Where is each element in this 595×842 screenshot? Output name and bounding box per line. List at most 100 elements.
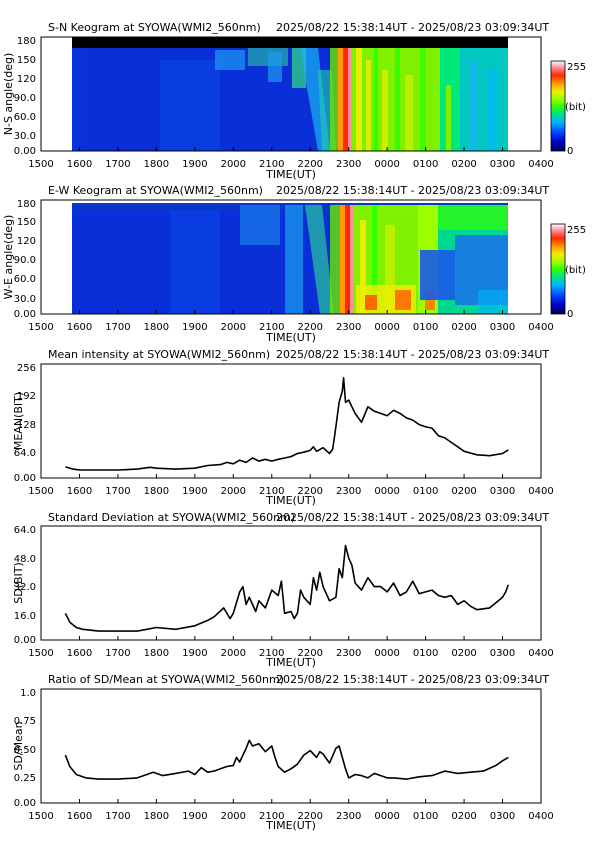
- colorbar-max-label: 255: [567, 225, 586, 236]
- mean-intensity-panel: Mean intensity at SYOWA(WMI2_560nm) 2025…: [12, 348, 554, 507]
- sd-ylabel: SD(BIT): [12, 562, 25, 604]
- ytick-label: 0.00: [14, 146, 36, 157]
- xtick-label: 2000: [221, 322, 246, 333]
- xtick-label: 1800: [144, 486, 169, 497]
- ytick-label: 30.0: [14, 294, 36, 305]
- sd-xlabel: TIME(UT): [265, 656, 316, 669]
- xtick-label: 1500: [28, 486, 53, 497]
- xtick-label: 1600: [67, 486, 92, 497]
- sn-keogram-panel: S-N Keogram at SYOWA(WMI2_560nm) 2025/08…: [2, 21, 586, 181]
- xtick-label: 0100: [413, 486, 438, 497]
- ratio-panel: Ratio of SD/Mean at SYOWA(WMI2_560nm) 20…: [12, 673, 554, 832]
- colorbar-max-label: 255: [567, 62, 586, 73]
- xtick-label: 1900: [182, 486, 207, 497]
- mean-xlabel: TIME(UT): [265, 494, 316, 507]
- ytick-label: 180: [17, 199, 36, 210]
- sd-time-range: 2025/08/22 15:38:14UT - 2025/08/23 03:09…: [276, 511, 549, 524]
- xtick-label: 0100: [413, 648, 438, 659]
- sd-xaxis: 1500 1600 1700 1800 1900 2000 2100 2200 2300 0000…: [28, 636, 554, 659]
- ew-keogram-time-range: 2025/08/22 15:38:14UT - 2025/08/23 03:09…: [276, 184, 549, 197]
- xtick-label: 0100: [413, 159, 438, 170]
- ratio-xaxis: 1500 1600 1700 1800 1900 2000 2100 2200 2300 0000…: [28, 799, 554, 822]
- ratio-xlabel: TIME(UT): [265, 819, 316, 832]
- xtick-label: 2300: [336, 159, 361, 170]
- xtick-label: 1600: [67, 648, 92, 659]
- ratio-time-range: 2025/08/22 15:38:14UT - 2025/08/23 03:09…: [276, 673, 549, 686]
- xtick-label: 1800: [144, 811, 169, 822]
- xtick-label: 0200: [451, 322, 476, 333]
- sn-keogram-image: [41, 37, 541, 151]
- xtick-label: 0000: [374, 486, 399, 497]
- sn-keogram-title: S-N Keogram at SYOWA(WMI2_560nm): [48, 21, 261, 34]
- colorbar-min-label: 0: [567, 146, 573, 157]
- sn-keogram-xaxis: 1500 1600 1700 1800 1900 2000 2100 2200 2300 0000…: [28, 147, 554, 170]
- xtick-label: 0300: [490, 811, 515, 822]
- mean-plot-frame: [40, 363, 542, 479]
- ytick-label: 90.0: [14, 255, 36, 266]
- xtick-label: 2100: [259, 159, 284, 170]
- xtick-label: 2200: [298, 648, 323, 659]
- ytick-label: 1.0: [20, 688, 36, 699]
- ew-keogram-xlabel: TIME(UT): [265, 331, 316, 344]
- xtick-label: 1700: [105, 648, 130, 659]
- mean-xaxis: 1500 1600 1700 1800 1900 2000 2100 2200 2300 0000…: [28, 474, 554, 497]
- xtick-label: 0400: [528, 648, 553, 659]
- colorbar-min-label: 0: [567, 309, 573, 320]
- ratio-plot-frame: [40, 688, 542, 804]
- mean-yticks: 0.00 64.0 128 192 256: [14, 363, 36, 484]
- ew-colorbar: 255 (bit) 0: [550, 223, 586, 320]
- xtick-label: 0300: [490, 486, 515, 497]
- xtick-label: 2000: [221, 811, 246, 822]
- xtick-label: 1500: [28, 811, 53, 822]
- xtick-label: 1700: [105, 811, 130, 822]
- sn-keogram-xlabel: TIME(UT): [265, 168, 316, 181]
- xtick-label: 0400: [528, 322, 553, 333]
- xtick-label: 2300: [336, 486, 361, 497]
- ytick-label: 0.00: [14, 309, 36, 320]
- xtick-label: 0100: [413, 322, 438, 333]
- ytick-label: 32.0: [14, 582, 36, 593]
- ytick-label: 128: [17, 420, 36, 431]
- ew-keogram-yticks: 0.00 30.0 60.0 90.0 120 150 180: [14, 199, 36, 320]
- xtick-label: 0000: [374, 811, 399, 822]
- xtick-label: 0300: [490, 648, 515, 659]
- xtick-label: 1700: [105, 322, 130, 333]
- ew-keogram-panel: E-W Keogram at SYOWA(WMI2_560nm) 2025/08…: [2, 184, 586, 344]
- ew-keogram-xaxis: 1500 1600 1700 1800 1900 2000 2100 2200 2300 0000…: [28, 310, 554, 333]
- xtick-label: 2100: [259, 486, 284, 497]
- mean-ylabel: MEAN(BIT): [12, 392, 25, 450]
- xtick-label: 1700: [105, 486, 130, 497]
- xtick-label: 2200: [298, 159, 323, 170]
- colorbar-unit-label: (bit): [565, 265, 586, 276]
- ratio-ylabel: SD/Mean: [12, 721, 25, 770]
- xtick-label: 2200: [298, 322, 323, 333]
- xtick-label: 1600: [67, 159, 92, 170]
- xtick-label: 1800: [144, 159, 169, 170]
- ew-keogram-title: E-W Keogram at SYOWA(WMI2_560nm): [48, 184, 263, 197]
- sd-title: Standard Deviation at SYOWA(WMI2_560nm): [48, 511, 295, 524]
- xtick-label: 0200: [451, 486, 476, 497]
- sd-panel: Standard Deviation at SYOWA(WMI2_560nm) …: [12, 511, 554, 669]
- ytick-label: 120: [17, 236, 36, 247]
- xtick-label: 2300: [336, 648, 361, 659]
- xtick-label: 1800: [144, 648, 169, 659]
- xtick-label: 2000: [221, 486, 246, 497]
- xtick-label: 2100: [259, 648, 284, 659]
- xtick-label: 2100: [259, 322, 284, 333]
- ytick-label: 192: [17, 391, 36, 402]
- ratio-title: Ratio of SD/Mean at SYOWA(WMI2_560nm): [48, 673, 284, 686]
- xtick-label: 0400: [528, 811, 553, 822]
- ytick-label: 150: [17, 217, 36, 228]
- ytick-label: 0.00: [14, 473, 36, 484]
- sd-plot-frame: [40, 525, 542, 641]
- xtick-label: 2000: [221, 648, 246, 659]
- xtick-label: 0000: [374, 648, 399, 659]
- ytick-label: 0.50: [14, 745, 36, 756]
- ytick-label: 64.0: [14, 448, 36, 459]
- xtick-label: 1500: [28, 322, 53, 333]
- xtick-label: 1500: [28, 648, 53, 659]
- xtick-label: 2100: [259, 811, 284, 822]
- xtick-label: 1500: [28, 159, 53, 170]
- xtick-label: 1900: [182, 322, 207, 333]
